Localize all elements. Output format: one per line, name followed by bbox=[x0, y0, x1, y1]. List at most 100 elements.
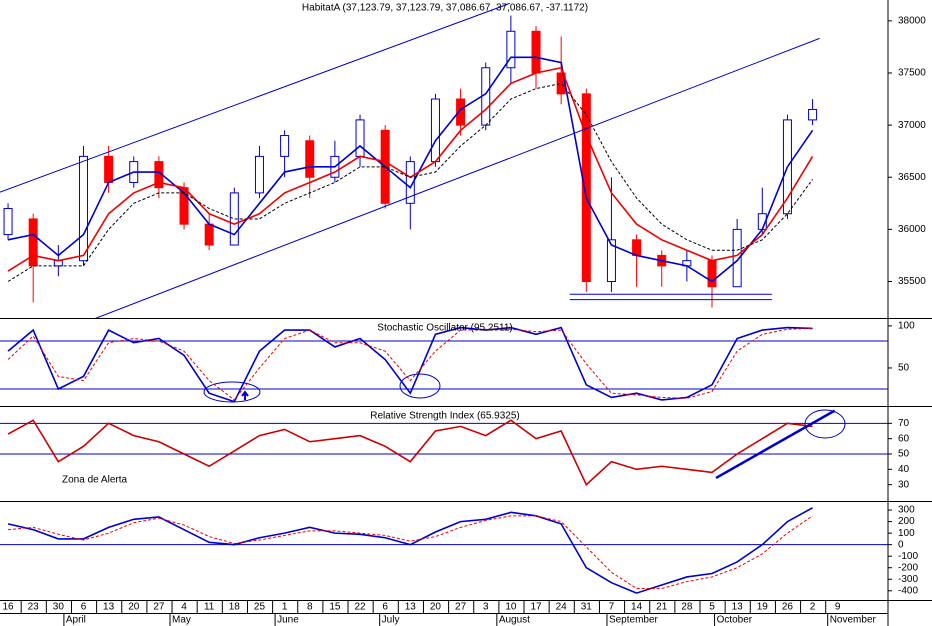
x-tick-label: 16 bbox=[2, 602, 14, 613]
month-label: April bbox=[66, 615, 86, 626]
x-tick-label: 27 bbox=[455, 602, 467, 613]
x-tick-label: 13 bbox=[732, 602, 744, 613]
panel-title: HabitatA (37,123.79, 37,123.79, 37,086.6… bbox=[302, 3, 588, 14]
x-tick-label: 30 bbox=[53, 602, 65, 613]
candle-body bbox=[254, 155, 264, 194]
x-tick-label: 10 bbox=[505, 602, 517, 613]
decorations bbox=[203, 373, 846, 439]
x-tick-label: 13 bbox=[103, 602, 115, 613]
line-series bbox=[7, 326, 813, 403]
candle-body bbox=[280, 135, 290, 157]
candle-body bbox=[405, 161, 415, 204]
x-tick-label: 14 bbox=[631, 602, 643, 613]
x-tick-label: 20 bbox=[430, 602, 442, 613]
x-tick-label: 28 bbox=[681, 602, 693, 613]
x-tick-label: 31 bbox=[581, 602, 593, 613]
x-tick-label: 11 bbox=[204, 602, 215, 613]
y-tick-label: 37000 bbox=[898, 120, 926, 131]
candle-body bbox=[204, 223, 214, 246]
x-tick-label: 20 bbox=[128, 602, 140, 613]
panel bbox=[0, 409, 888, 486]
candle-body bbox=[305, 140, 315, 178]
line-series bbox=[7, 82, 813, 282]
panel-title: Stochastic Oscillator (95.2511) bbox=[377, 323, 512, 334]
x-tick-label: 3 bbox=[483, 602, 489, 613]
y-tick-label: -300 bbox=[898, 574, 918, 585]
y-tick-label: 70 bbox=[898, 418, 910, 429]
y-tick-label: 100 bbox=[898, 321, 915, 332]
annotation: Zona de Alerta bbox=[62, 475, 127, 486]
line-series bbox=[95, 37, 820, 318]
panel bbox=[0, 326, 888, 403]
candle-body bbox=[28, 218, 38, 267]
month-label: October bbox=[717, 615, 753, 626]
candle-body bbox=[632, 239, 642, 256]
month-label: November bbox=[830, 615, 877, 626]
x-tick-label: 13 bbox=[405, 602, 417, 613]
x-tick-label: 27 bbox=[153, 602, 165, 613]
x-tick-label: 15 bbox=[329, 602, 341, 613]
candle-body bbox=[430, 98, 440, 163]
x-tick-label: 24 bbox=[556, 602, 568, 613]
x-tick-label: 8 bbox=[307, 602, 313, 613]
candle-body bbox=[456, 98, 466, 126]
month-label: May bbox=[172, 615, 191, 626]
y-tick-label: 300 bbox=[898, 505, 915, 516]
month-label: September bbox=[609, 615, 659, 626]
y-tick-label: -200 bbox=[898, 562, 918, 573]
y-tick-label: -100 bbox=[898, 551, 918, 562]
x-tick-label: 2 bbox=[810, 602, 816, 613]
candle-body bbox=[707, 260, 717, 288]
x-tick-label: 4 bbox=[181, 602, 187, 613]
line-series bbox=[7, 419, 813, 486]
y-tick-label: 40 bbox=[898, 464, 910, 475]
line-series bbox=[715, 409, 836, 480]
candle-body bbox=[808, 108, 818, 121]
x-tick-label: 22 bbox=[354, 602, 366, 613]
candle-body bbox=[531, 30, 541, 74]
line-series bbox=[7, 515, 813, 589]
y-tick-label: 60 bbox=[898, 433, 910, 444]
candle-body bbox=[606, 239, 616, 283]
candle-body bbox=[355, 119, 365, 157]
panel-title: Relative Strength Index (65.9325) bbox=[370, 411, 520, 422]
x-tick-label: 21 bbox=[656, 602, 668, 613]
x-tick-label: 1 bbox=[282, 602, 288, 613]
candle-body bbox=[732, 228, 742, 288]
y-tick-label: 200 bbox=[898, 516, 915, 527]
candle-body bbox=[78, 155, 88, 262]
candle-body bbox=[3, 208, 13, 236]
x-tick-label: 6 bbox=[382, 602, 388, 613]
month-label: August bbox=[499, 615, 530, 626]
y-tick-label: 36500 bbox=[898, 172, 926, 183]
y-tick-label: 50 bbox=[898, 363, 910, 374]
candle-body bbox=[104, 155, 114, 183]
y-tick-label: -400 bbox=[898, 585, 918, 596]
x-tick-label: 7 bbox=[609, 602, 615, 613]
panel bbox=[0, 507, 888, 594]
candle-body bbox=[506, 30, 516, 69]
x-tick-label: 5 bbox=[709, 602, 715, 613]
y-tick-label: 38000 bbox=[898, 15, 926, 26]
candle-body bbox=[581, 93, 591, 283]
line-series bbox=[7, 56, 814, 283]
x-tick-label: 23 bbox=[28, 602, 40, 613]
y-tick-label: 50 bbox=[898, 449, 910, 460]
y-tick-label: 37500 bbox=[898, 68, 926, 79]
line-series bbox=[7, 327, 813, 401]
x-tick-label: 6 bbox=[81, 602, 87, 613]
month-label: June bbox=[277, 615, 299, 626]
candle-body bbox=[229, 192, 239, 246]
panel bbox=[0, 2, 820, 318]
x-tick-label: 18 bbox=[229, 602, 241, 613]
line-series bbox=[0, 2, 511, 193]
x-tick-label: 17 bbox=[530, 602, 542, 613]
line-series bbox=[7, 507, 813, 594]
x-tick-label: 19 bbox=[757, 602, 769, 613]
month-label: July bbox=[382, 615, 400, 626]
y-tick-label: 100 bbox=[898, 528, 915, 539]
y-tick-label: 30 bbox=[898, 479, 910, 490]
